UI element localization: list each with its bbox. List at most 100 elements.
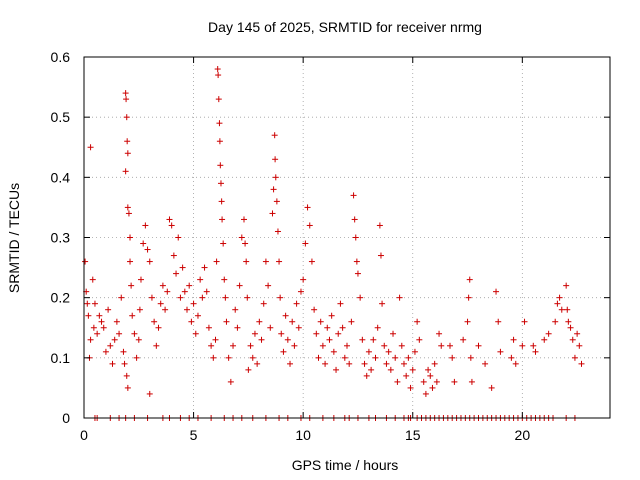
data-point <box>370 336 377 343</box>
data-point <box>118 294 125 301</box>
y-tick-label: 0.5 <box>51 109 71 125</box>
data-point <box>247 342 254 349</box>
data-point <box>124 204 131 211</box>
data-point <box>177 294 184 301</box>
data-point <box>344 342 350 349</box>
data-point <box>262 258 269 265</box>
data-point <box>215 72 222 79</box>
x-tick-label: 20 <box>515 427 531 443</box>
data-point <box>162 306 169 313</box>
data-point <box>475 342 482 349</box>
data-point <box>377 252 384 259</box>
data-point <box>181 288 188 295</box>
data-point <box>291 342 298 349</box>
data-point <box>530 342 537 349</box>
data-point <box>447 342 454 349</box>
data-point <box>508 354 515 361</box>
data-point <box>556 294 563 301</box>
data-point <box>422 390 429 397</box>
data-point <box>293 300 300 307</box>
data-point <box>497 348 504 355</box>
data-point <box>192 330 199 337</box>
data-point <box>157 300 164 307</box>
data-point <box>330 348 337 355</box>
data-point <box>188 318 195 325</box>
data-point <box>190 300 197 307</box>
chart-title: Day 145 of 2025, SRMTID for receiver nrm… <box>208 19 482 35</box>
data-point <box>216 138 223 145</box>
data-point <box>133 354 140 361</box>
data-point <box>353 258 360 265</box>
data-point <box>98 318 105 325</box>
data-point <box>123 372 130 379</box>
data-point <box>96 312 103 319</box>
data-point <box>164 288 171 295</box>
data-point <box>313 330 320 337</box>
data-point <box>135 336 142 343</box>
data-point <box>350 192 357 199</box>
data-point <box>124 138 131 145</box>
data-point <box>153 342 160 349</box>
data-point <box>317 318 324 325</box>
data-point <box>376 222 383 229</box>
data-point <box>125 210 132 217</box>
data-point <box>346 360 353 367</box>
data-point <box>186 282 193 289</box>
data-point <box>244 294 251 301</box>
data-point <box>394 378 401 385</box>
data-point <box>142 222 149 229</box>
data-point <box>282 312 289 319</box>
data-points <box>82 66 585 421</box>
data-point <box>277 294 284 301</box>
data-point <box>287 360 294 367</box>
data-point <box>289 318 296 325</box>
data-point <box>272 174 279 181</box>
data-point <box>381 342 388 349</box>
data-point <box>166 216 173 223</box>
data-point <box>159 282 166 289</box>
x-tick-label: 0 <box>80 427 88 443</box>
data-point <box>414 318 421 325</box>
data-point <box>215 96 222 103</box>
data-point <box>385 348 392 355</box>
data-point <box>102 348 109 355</box>
data-point <box>400 360 407 367</box>
data-point <box>306 222 313 229</box>
data-point <box>302 240 309 247</box>
data-point <box>89 276 96 283</box>
data-point <box>109 360 116 367</box>
data-point <box>451 378 458 385</box>
data-point <box>558 306 565 313</box>
data-point <box>427 372 434 379</box>
data-point <box>420 378 427 385</box>
data-point <box>124 384 131 391</box>
data-point <box>124 150 131 157</box>
data-point <box>123 114 130 121</box>
data-point <box>383 360 390 367</box>
data-point <box>272 156 279 163</box>
data-point <box>120 348 127 355</box>
data-point <box>212 336 219 343</box>
data-point <box>460 336 467 343</box>
data-point <box>436 330 443 337</box>
data-point <box>254 360 261 367</box>
data-point <box>403 372 410 379</box>
data-point <box>236 282 243 289</box>
x-axis-title: GPS time / hours <box>292 457 399 473</box>
data-point <box>230 342 237 349</box>
x-tick-label: 5 <box>190 427 198 443</box>
data-point <box>128 282 135 289</box>
data-point <box>563 282 570 289</box>
data-point <box>122 90 129 97</box>
data-point <box>276 258 283 265</box>
data-point <box>217 180 224 187</box>
data-point <box>361 360 368 367</box>
data-point <box>258 336 265 343</box>
data-point <box>213 258 220 265</box>
data-point <box>113 318 120 325</box>
data-point <box>260 300 267 307</box>
data-point <box>319 342 326 349</box>
data-point <box>567 324 574 331</box>
data-point <box>387 366 394 373</box>
